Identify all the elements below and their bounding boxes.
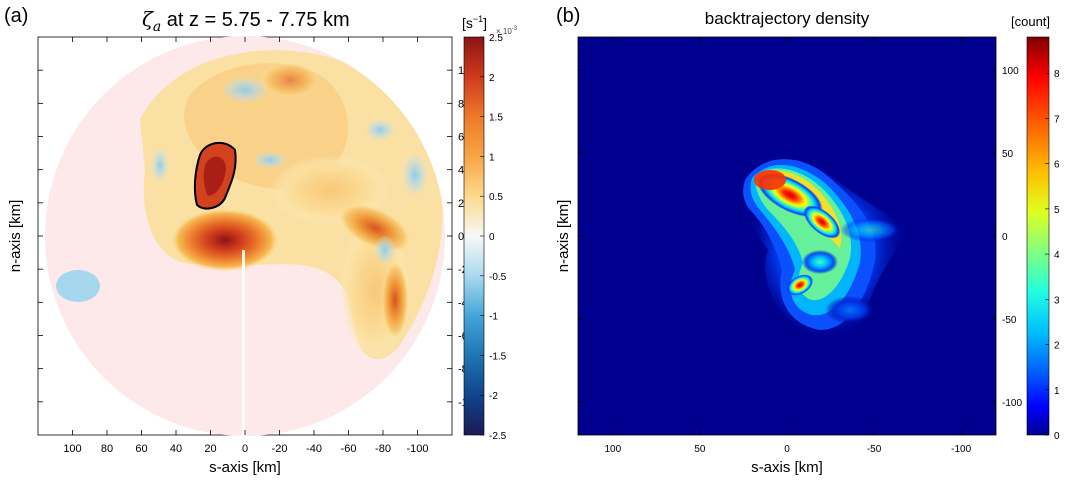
density-peak: [754, 170, 786, 190]
y-axis-label-a: n-axis [km]: [7, 200, 24, 273]
colorbar-b: [count] 8 7 6 5 4 3 2 1 0: [1011, 14, 1060, 442]
y-tick-label: -50: [1002, 315, 1017, 326]
colorbar-tick-label: -0.5: [489, 272, 507, 283]
colorbar-a-multiplier-exp: -3: [512, 26, 518, 32]
x-tick-label: 20: [204, 443, 216, 455]
negative-vorticity: [375, 236, 395, 264]
density-lobe: [840, 218, 900, 242]
colorbar-tick-label: 1: [489, 152, 495, 163]
x-tick-label: -80: [375, 443, 391, 455]
panel-b-title: backtrajectory density: [705, 9, 870, 28]
x-tick-label: 0: [242, 443, 248, 455]
x-tick-label: 50: [694, 444, 706, 455]
vorticity-band: [337, 203, 413, 253]
x-tick-label: -100: [951, 444, 971, 455]
plot-area-a: 100 80 60 40 20 0 -20 -40 -60 -80 -100 100 80 60 40 20…: [37, 36, 480, 455]
x-tick-label: -20: [272, 443, 288, 455]
x-tick-label: -60: [341, 443, 357, 455]
radial-ray: [242, 250, 245, 436]
density-peak: [803, 205, 841, 239]
x-ticks-b: 100 50 0 -50 -100: [604, 37, 972, 455]
x-axis-label-a: s-axis [km]: [209, 459, 281, 476]
vorticity-core: [170, 208, 280, 272]
x-tick-label: -100: [406, 443, 428, 455]
x-ticks-a: 100 80 60 40 20 0 -20 -40 -60 -80 -100: [63, 37, 429, 455]
vorticity-band: [260, 62, 320, 98]
x-tick-label: -50: [867, 444, 882, 455]
colorbar-a-ticks: 2.5 2 1.5 1 0.5 0 -0.5 -1 -1.5 -2 -2.5: [480, 33, 507, 442]
panel-a-label: (a): [4, 5, 28, 27]
negative-vorticity: [254, 152, 286, 168]
colorbar-tick-label: 2.5: [489, 33, 503, 44]
colorbar-b-ticks: 8 7 6 5 4 3 2 1 0: [1045, 69, 1060, 442]
colorbar-a-multiplier-base: × 10: [496, 27, 512, 36]
y-tick-label: 100: [1002, 66, 1019, 77]
colorbar-tick-label: 1: [1054, 386, 1060, 397]
y-tick-label: -100: [1002, 398, 1022, 409]
colorbar-tick-label: 5: [1054, 205, 1060, 216]
x-axis-label-b: s-axis [km]: [751, 459, 823, 476]
colorbar-tick-label: 4: [1054, 250, 1060, 261]
negative-vorticity: [403, 155, 427, 195]
x-tick-label: 100: [604, 444, 621, 455]
colorbar-tick-label: -2.5: [489, 431, 507, 442]
colorbar-tick-label: 1.5: [489, 113, 503, 124]
x-tick-label: 40: [170, 443, 182, 455]
colorbar-a-unit: [s−1]: [462, 14, 487, 31]
colorbar-tick-label: 2: [489, 73, 495, 84]
colorbar-tick-label: 6: [1054, 160, 1060, 171]
contour-line: [193, 141, 237, 210]
colorbar-a: [s−1] × 10-3 2.5 2 1.5 1 0.5 0 -0.5 -1 -1.5 -2 -2.…: [462, 14, 518, 442]
colorbar-tick-label: 0: [489, 232, 495, 243]
y-tick-label: 50: [1002, 149, 1014, 160]
colorbar-b-bar: [1026, 36, 1050, 436]
colorbar-tick-label: 8: [1054, 69, 1060, 80]
y-tick-label: 0: [1002, 232, 1008, 243]
x-tick-label: 80: [101, 443, 113, 455]
x-tick-label: 100: [63, 443, 81, 455]
negative-vorticity: [366, 120, 394, 140]
y-axis-label-b: n-axis [km]: [555, 200, 572, 273]
panel-a-title-subscript: a: [153, 19, 161, 35]
panel-a-title-symbol: ζ: [142, 7, 154, 31]
colorbar-tick-label: -2: [489, 391, 498, 402]
colorbar-tick-label: 2: [1054, 341, 1060, 352]
panel-a-title-rest: at z = 5.75 - 7.75 km: [161, 9, 349, 31]
colorbar-a-unit-close: ]: [483, 15, 487, 31]
y-ticks-b: 100 50 0 -50 -100: [578, 66, 1022, 409]
colorbar-tick-label: 0.5: [489, 192, 503, 203]
vorticity-band: [381, 260, 409, 340]
contoured-maximum-core: [203, 156, 226, 196]
density-lobe: [825, 296, 875, 324]
colorbar-tick-label: -1: [489, 312, 498, 323]
x-tick-label: -40: [306, 443, 322, 455]
plot-area-b: 100 50 0 -50 -100 100 50 0 -50 -100: [577, 36, 1022, 455]
colorbar-a-unit-base: [s: [462, 15, 473, 31]
colorbar-tick-label: 0: [1054, 431, 1060, 442]
negative-vorticity: [56, 270, 100, 302]
density-peak: [787, 274, 813, 296]
colorbar-a-unit-exp: −1: [473, 14, 483, 24]
panel-b-label: (b): [556, 5, 580, 27]
x-tick-label: 0: [784, 444, 790, 455]
density-field: [740, 157, 910, 343]
colorbar-tick-label: 3: [1054, 295, 1060, 306]
colorbar-b-unit: [count]: [1011, 14, 1050, 29]
density-lobe: [802, 250, 838, 274]
colorbar-tick-label: -1.5: [489, 351, 507, 362]
x-tick-label: 60: [135, 443, 147, 455]
negative-vorticity: [152, 149, 168, 181]
panel-a-title: ζa at z = 5.75 - 7.75 km: [142, 7, 350, 35]
colorbar-a-multiplier: × 10-3: [496, 26, 518, 36]
negative-vorticity: [223, 78, 267, 102]
y-tick-label: 0: [458, 231, 464, 243]
colorbar-tick-label: 7: [1054, 114, 1060, 125]
vorticity-field: [56, 50, 443, 436]
